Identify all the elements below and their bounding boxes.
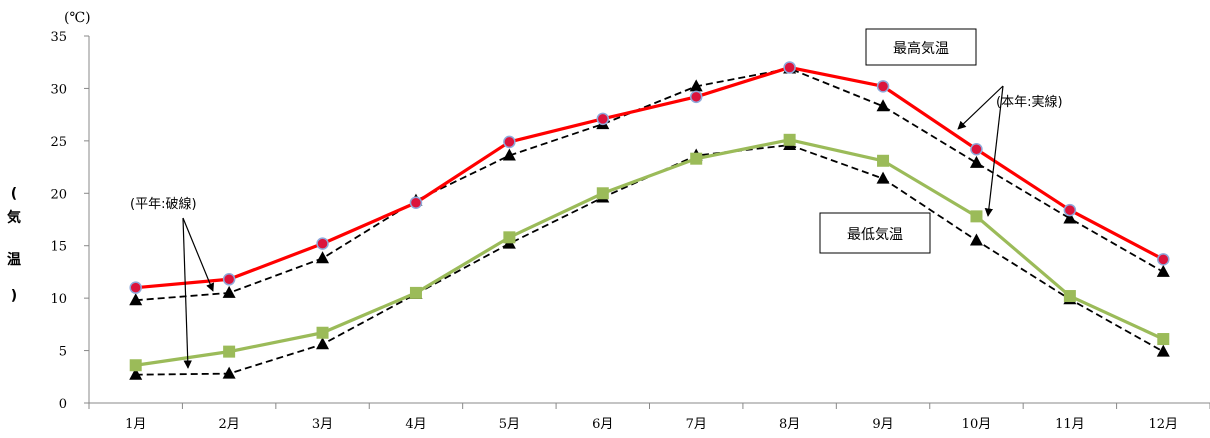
y-axis-label-char: ) <box>11 288 17 304</box>
data-point <box>689 79 703 92</box>
actual-line-note: (本年:実線) <box>996 94 1063 110</box>
x-tick-label: 10月 <box>962 417 992 432</box>
y-axis-label-char: 気 <box>7 209 21 226</box>
data-point <box>1157 253 1170 266</box>
data-point <box>969 233 983 246</box>
x-tick-label: 8月 <box>779 417 800 432</box>
y-axis-ticks: 0 5 10 15 20 25 30 35 <box>50 30 89 412</box>
series-line <box>135 67 1164 302</box>
series-layer <box>129 61 1170 380</box>
data-point <box>409 196 423 209</box>
data-point <box>1063 203 1077 217</box>
x-tick-label: 12月 <box>1149 417 1179 432</box>
data-point <box>503 135 516 149</box>
data-point <box>502 148 516 161</box>
data-point <box>876 171 890 184</box>
max-temp-label: 最高気温 <box>893 40 949 57</box>
x-tick-label: 2月 <box>218 417 239 432</box>
data-point <box>129 359 142 372</box>
x-tick-label: 3月 <box>312 417 333 432</box>
series-0 <box>129 61 1170 294</box>
x-tick-label: 7月 <box>686 417 707 432</box>
data-point <box>970 142 983 156</box>
min-temp-label: 最低気温 <box>847 227 903 243</box>
data-point <box>316 251 330 264</box>
data-point <box>1156 264 1170 277</box>
data-point <box>409 286 422 299</box>
min-temp-annotation: 最低気温 <box>819 212 931 254</box>
y-tick-label: 5 <box>59 345 67 360</box>
data-point <box>596 187 609 200</box>
data-point <box>783 133 796 146</box>
data-point <box>876 99 890 112</box>
x-tick-label: 1月 <box>125 417 146 432</box>
data-point <box>129 293 143 306</box>
max-temp-annotation: 最高気温 <box>865 28 977 66</box>
series-2 <box>129 133 1170 372</box>
unit-label: (℃) <box>64 10 91 26</box>
data-point <box>503 231 516 244</box>
y-tick-label: 25 <box>50 135 67 150</box>
data-point <box>596 112 610 126</box>
y-axis-label-char: ( <box>11 186 17 202</box>
data-point <box>1063 290 1076 303</box>
y-axis-label-char: 温 <box>7 252 21 268</box>
data-point <box>783 61 796 74</box>
data-point <box>689 90 703 104</box>
data-point <box>969 155 983 168</box>
y-tick-label: 30 <box>50 82 67 97</box>
data-point <box>690 152 703 165</box>
data-point <box>876 80 890 93</box>
data-point <box>222 366 236 379</box>
data-point <box>316 337 330 350</box>
y-tick-label: 0 <box>59 397 67 412</box>
data-point <box>316 326 329 339</box>
normal-arrow-max <box>182 217 215 292</box>
y-axis-label: ( 気 温 ) <box>7 186 21 304</box>
min-temp-box <box>819 212 931 254</box>
series-line <box>135 65 1165 290</box>
data-point <box>222 285 236 298</box>
x-axis-ticks: 1月 2月 3月 4月 5月 6月 7月 8月 9月 10月 11月 12月 <box>88 403 1210 432</box>
data-point <box>1156 344 1170 357</box>
data-point <box>1157 333 1170 346</box>
series-line <box>135 138 1164 367</box>
data-point <box>129 281 142 294</box>
normal-arrow-min <box>182 217 192 369</box>
actual-arrow-max <box>957 85 1004 130</box>
y-tick-label: 20 <box>50 187 67 202</box>
actual-arrow-min <box>984 85 1004 217</box>
data-point <box>1063 211 1077 224</box>
normal-line-note: (平年:破線) <box>130 196 197 212</box>
data-point <box>223 345 236 358</box>
x-tick-label: 6月 <box>592 417 613 432</box>
data-point <box>970 210 983 223</box>
max-temp-box <box>865 28 977 66</box>
data-point <box>877 154 890 167</box>
data-point <box>222 273 236 286</box>
x-tick-label: 4月 <box>405 417 426 432</box>
y-tick-label: 15 <box>50 240 67 255</box>
data-point <box>316 237 329 250</box>
x-tick-label: 5月 <box>499 417 520 432</box>
y-tick-label: 10 <box>50 292 67 307</box>
y-tick-label: 35 <box>50 30 67 45</box>
x-tick-label: 9月 <box>872 417 893 432</box>
axes <box>88 36 1210 404</box>
data-point <box>129 367 143 380</box>
x-tick-label: 11月 <box>1055 417 1085 432</box>
